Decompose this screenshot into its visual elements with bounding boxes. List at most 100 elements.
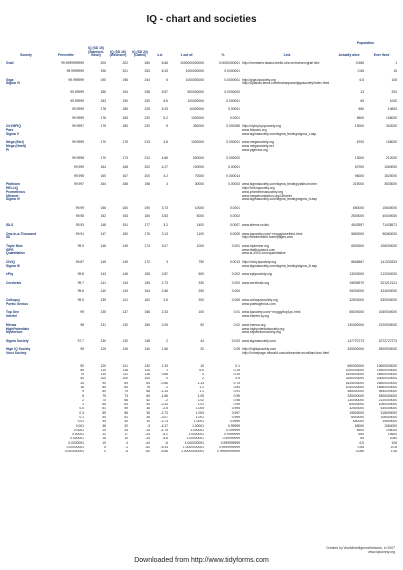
cell: 0.000001 — [226, 140, 240, 145]
cell: 143 — [100, 272, 106, 277]
cell: 96360000 — [382, 231, 398, 236]
cell: 10.6 — [390, 445, 398, 449]
column-header: Ever lived — [373, 53, 390, 58]
cell: 2500000 — [351, 214, 365, 219]
table-row: 99.99999 183 190 230 5.6 100000000 0.000001 65 1… — [5, 97, 398, 106]
link: www.triplenine.org www.thethousand.com w… — [242, 243, 286, 256]
cell: 0.65 — [357, 445, 365, 449]
cell: 168 — [122, 165, 128, 170]
society-name: One-in-a-Thousand ISI — [6, 231, 37, 240]
table-row: 99.98 152 153 180 3.53 5000 0.0002 2500000 40000… — [5, 213, 398, 222]
cell: 65 — [360, 437, 365, 441]
cell: 130000000 — [347, 398, 365, 402]
cell: 424000000 — [380, 289, 398, 294]
column-header: Actually alive — [338, 53, 360, 58]
cell: 0.02 — [233, 322, 240, 327]
cell: 212000 — [386, 156, 398, 161]
cell: 4 — [166, 182, 168, 187]
cell: -5.2 — [162, 432, 168, 437]
cell: 22 — [102, 432, 106, 437]
cell: 202 — [144, 165, 150, 170]
cell: 85 — [102, 385, 106, 390]
cell: 2.05 — [161, 322, 168, 327]
cell: 0.0001 — [73, 428, 84, 432]
table-row: 75 110 111 116 0.66 4 0.25 1625000000 2650000000… — [5, 373, 398, 377]
society-name: ePiq — [6, 272, 13, 277]
cell: -0.66 — [160, 381, 168, 385]
cell: 79 — [124, 390, 128, 394]
cell: 0.0000001 — [224, 77, 240, 82]
link: http://members.tsdast.chello.nl/a.verhoe… — [242, 60, 320, 65]
cell: 183 — [100, 98, 106, 103]
cell: 97.7 — [77, 338, 84, 343]
cell: 160 — [100, 173, 106, 178]
cell: 156 — [144, 310, 150, 315]
society-name: Grail — [6, 60, 14, 65]
cell: 650000 — [353, 420, 365, 424]
cell: 68 — [146, 390, 150, 394]
cell: 132 — [122, 338, 128, 343]
column-header: IQ (SD 16) (Wechsler) — [109, 49, 127, 58]
cell: 143 — [122, 289, 128, 294]
cell: 141 — [122, 298, 128, 303]
cell: 1.0000001 — [188, 432, 204, 437]
cell: 10600 — [387, 432, 398, 437]
cell: 106000 — [386, 428, 398, 432]
footer: Downloaded from http://www.tidyforms.com — [134, 557, 269, 564]
cell: 0.0001 — [229, 205, 240, 210]
cell: 4.2 — [163, 173, 168, 178]
cell: 500000 — [192, 156, 204, 161]
cell: 80 — [102, 390, 106, 394]
cell: 10000 — [194, 205, 204, 210]
cell: 5000 — [196, 214, 204, 219]
cell: 106 — [391, 77, 398, 82]
cell: 260 — [144, 60, 150, 65]
cell: 25 — [80, 381, 84, 385]
cell: 1060000 — [384, 165, 398, 170]
cell: 0.005 — [231, 298, 240, 303]
cell: 100000000 — [187, 98, 204, 103]
cell: 1000000 — [191, 115, 204, 120]
cell: 2272727273 — [378, 338, 398, 343]
cell: 4 — [202, 372, 204, 377]
society-name: Colloquy Poetic Genius — [6, 298, 28, 306]
cell: 3 — [166, 260, 168, 265]
cell: 1.02 — [197, 398, 204, 402]
cell: 1 — [166, 368, 168, 372]
iq-table: Population Society Percentile IQ (SD 15) (… — [5, 41, 398, 454]
table-row: 0.00001 22 17 -25 -5.2 1.0000001 0.9999999 650 1… — [5, 433, 398, 437]
cell: 1.05 — [197, 394, 204, 398]
cell: 168 — [122, 182, 128, 187]
cell: 3.2 — [163, 222, 168, 227]
column-header: % — [221, 53, 225, 58]
cell: 0.665 — [355, 60, 365, 65]
cell: 99.999999 — [68, 77, 84, 82]
cell: 213 — [144, 140, 150, 145]
cell: 175 — [122, 140, 128, 145]
cell: 99.7 — [77, 280, 84, 285]
cell: 2120000000 — [378, 322, 398, 327]
cell: 0.66 — [161, 372, 168, 377]
cell: 321212121 — [380, 280, 398, 285]
cell: 174 — [144, 243, 150, 248]
cell: 65 — [360, 98, 365, 103]
table-row: 99.9999 176 183 220 5.2 1000000 0.0001 6500 1060… — [5, 114, 398, 123]
cell: 0.000001 — [226, 98, 240, 103]
table-row: ePiq 99.8 143 146 165 2.87 500 0.002 www.epiqsoc… — [5, 271, 398, 280]
cell: 0.0000001 — [224, 69, 240, 74]
cell: 196 — [100, 69, 106, 74]
cell: 0.000285 — [226, 124, 240, 129]
cell: 1060000000 — [378, 402, 398, 407]
cell: 5.6 — [163, 98, 168, 103]
cell: 71428571 — [382, 222, 398, 227]
cell: 0.3 — [79, 411, 84, 415]
cell: 200 — [144, 173, 150, 178]
society-name: Sigma Society — [6, 338, 29, 343]
cell: 9540000000 — [378, 390, 398, 394]
cell: 132 — [144, 364, 150, 368]
cell: 17 — [124, 432, 128, 437]
cell: 0.95 — [233, 394, 240, 398]
cell: 75 — [80, 372, 84, 377]
cell: 99.87 — [75, 260, 84, 265]
cell: 198 — [144, 182, 150, 187]
